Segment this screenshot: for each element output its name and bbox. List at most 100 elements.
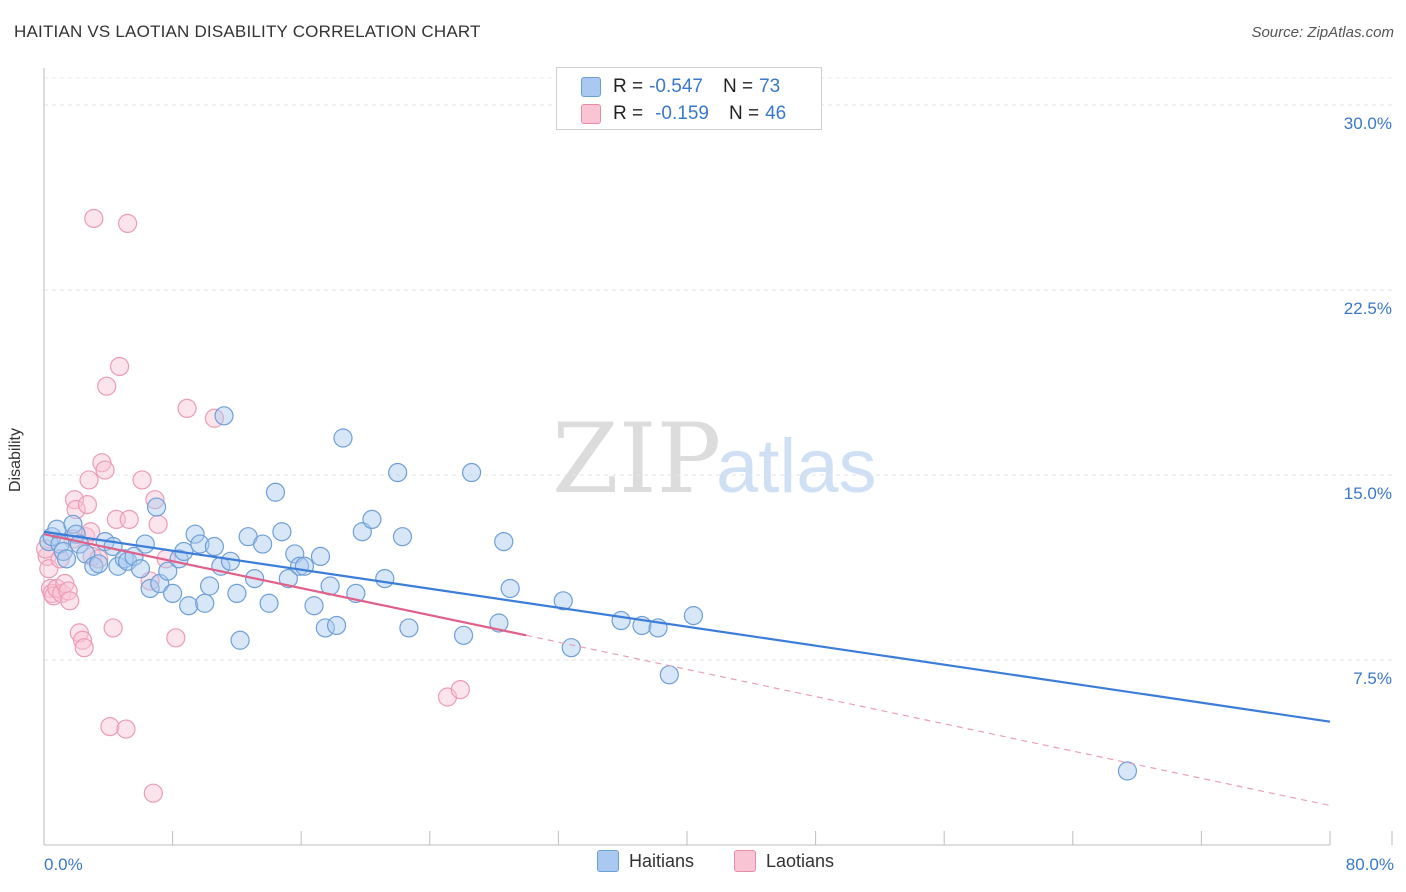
laotians-point-27	[100, 716, 120, 737]
n-value: 46	[765, 103, 787, 124]
haitians-point-49	[310, 546, 331, 567]
laotians-point-36	[143, 783, 163, 803]
laotians-trend-line	[43, 533, 527, 637]
haitians-point-71	[659, 665, 679, 685]
laotians-swatch	[581, 104, 601, 124]
haitians-point-61	[453, 625, 474, 645]
legend-label-haitians: Haitians	[629, 850, 695, 871]
haitians-point-48	[304, 596, 324, 616]
laotians-point-9	[58, 581, 78, 601]
laotians-point-26	[97, 376, 117, 396]
haitians-point-58	[388, 462, 408, 483]
source-label: Source: ZipAtlas.com	[1251, 24, 1394, 41]
laotians-points	[36, 208, 470, 803]
haitians-point-23	[158, 561, 178, 581]
laotians-point-18	[77, 495, 98, 515]
laotians-point-30	[109, 356, 130, 377]
y-tick-label-3: 30.0%	[1344, 114, 1392, 133]
haitians-legend-swatch	[597, 850, 619, 872]
haitians-point-67	[561, 638, 581, 658]
r-value: -0.547	[649, 76, 703, 97]
haitians-point-59	[392, 527, 413, 547]
laotians-point-41	[177, 398, 197, 418]
haitians-point-29	[190, 534, 210, 554]
haitians-point-47	[294, 556, 315, 576]
laotians-point-22	[84, 208, 104, 229]
haitians-point-56	[362, 509, 382, 530]
haitians-point-52	[326, 615, 347, 636]
haitians-point-37	[230, 630, 250, 650]
haitians-point-73	[1117, 761, 1138, 781]
n-value: 73	[759, 76, 781, 97]
n-label: N =	[722, 76, 754, 97]
laotians-point-31	[116, 719, 136, 739]
haitians-point-57	[375, 568, 395, 589]
haitians-point-53	[333, 428, 353, 448]
watermark-atlas: atlas	[716, 424, 877, 509]
haitians-point-24	[163, 583, 183, 604]
laotians-point-15	[72, 630, 93, 650]
haitians-point-30	[195, 593, 215, 613]
haitians-point-68	[611, 610, 631, 631]
haitians-point-66	[553, 591, 573, 611]
laotians-point-40	[166, 628, 186, 648]
haitians-point-35	[220, 551, 241, 571]
haitians-point-63	[489, 613, 509, 633]
haitians-point-14	[108, 556, 128, 576]
laotians-point-13	[66, 499, 86, 520]
laotians-legend-swatch	[734, 850, 756, 872]
y-tick-label-0: 7.5%	[1353, 669, 1392, 688]
tick-labels: 7.5% 15.0% 22.5% 30.0% 0.0% 80.0%	[44, 114, 1394, 874]
trend-lines	[43, 530, 1331, 807]
watermark: ZIP atlas	[552, 403, 877, 515]
haitians-point-20	[140, 578, 160, 599]
n-label: N =	[728, 103, 760, 124]
legend-item-laotians[interactable]: Laotians	[734, 850, 834, 872]
haitians-point-44	[278, 568, 298, 589]
laotians-point-34	[132, 470, 152, 490]
chart-title: HAITIAN VS LAOTIAN DISABILITY CORRELATIO…	[14, 22, 481, 41]
haitians-point-64	[494, 531, 514, 552]
laotians-point-20	[81, 522, 101, 542]
haitians-point-72	[683, 605, 704, 626]
haitians-swatch	[581, 77, 601, 97]
haitians-point-11	[89, 554, 109, 574]
laotians-point-38	[148, 514, 168, 534]
haitians-point-62	[461, 462, 482, 483]
laotians-point-32	[117, 213, 138, 233]
axes	[43, 68, 1393, 846]
laotians-point-10	[60, 591, 80, 611]
laotians-point-12	[64, 490, 85, 510]
haitians-point-50	[315, 618, 335, 638]
haitians-point-31	[199, 576, 220, 596]
haitians-point-19	[135, 534, 155, 554]
haitians-point-5	[56, 549, 77, 569]
legend-row-haitians: R = -0.547 N = 73	[581, 73, 780, 101]
haitians-point-40	[253, 534, 273, 554]
legend-row-laotians: R = -0.159 N = 46	[581, 100, 786, 128]
laotians-point-37	[145, 490, 165, 510]
r-label: R =	[613, 103, 644, 124]
laotians-point-33	[119, 509, 139, 530]
x-tick-label-1: 80.0%	[1346, 855, 1394, 874]
laotians-point-19	[79, 470, 99, 490]
haitians-point-43	[272, 522, 292, 542]
r-label: R =	[613, 76, 644, 97]
grid-lines	[44, 77, 1392, 661]
haitians-point-65	[500, 578, 520, 599]
haitians-trend-line	[43, 530, 1331, 723]
laotians-point-44	[450, 679, 470, 700]
r-value: -0.159	[655, 103, 709, 124]
haitians-point-21	[146, 497, 167, 517]
haitians-point-41	[259, 593, 279, 613]
y-tick-label-2: 22.5%	[1344, 299, 1392, 318]
watermark-zip: ZIP	[552, 403, 721, 515]
legend-item-haitians[interactable]: Haitians	[597, 850, 694, 872]
series-legend: Haitians Laotians	[0, 850, 1406, 878]
correlation-legend: R = -0.547 N = 73 R = -0.159 N = 46	[556, 67, 822, 130]
haitians-point-28	[185, 524, 205, 544]
haitians-point-34	[214, 406, 234, 426]
laotians-point-16	[74, 638, 94, 658]
haitians-point-27	[179, 596, 199, 616]
